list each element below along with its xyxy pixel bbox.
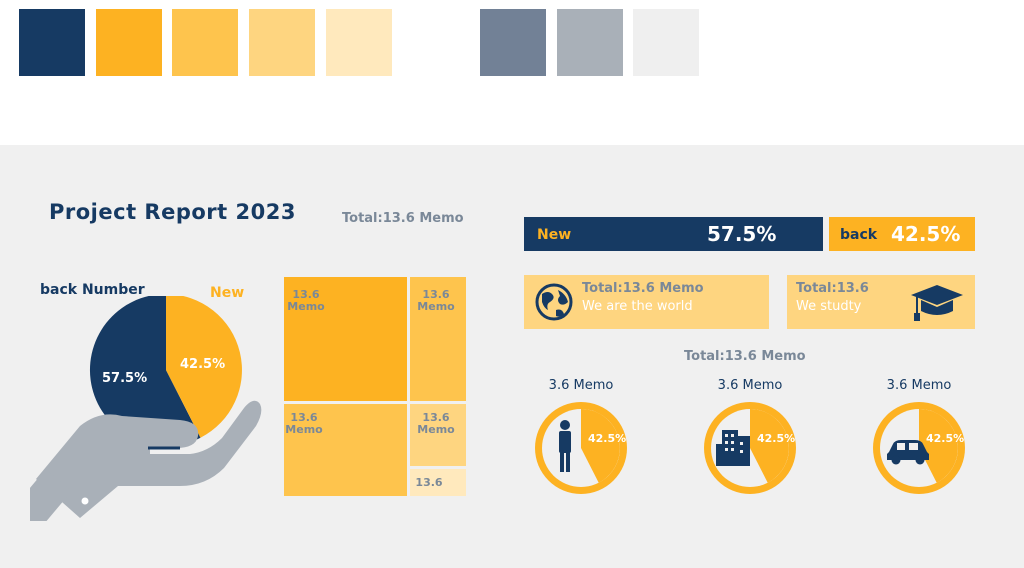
treemap-tile: 13.6 Memo: [284, 277, 407, 401]
tile-label: 13.6 Memo: [285, 411, 323, 436]
stat-wedge: [750, 409, 789, 483]
stat-circle-person: [535, 402, 627, 494]
bar-new-label: New: [537, 227, 572, 243]
bar-back-label: back: [840, 227, 878, 243]
total-memo-label: Total:13.6 Memo: [342, 211, 464, 226]
bar-new: New 57.5%: [524, 217, 823, 251]
report-title: Project Report 2023: [49, 200, 296, 224]
stat-wedge: [919, 409, 958, 483]
card-study: Total:13.6 We studty: [787, 275, 975, 329]
pie-slice-back: [90, 296, 201, 446]
stat-wedge: [581, 409, 620, 483]
tile-label: 13.6 Memo: [417, 288, 455, 313]
hand-icon: [30, 400, 262, 521]
card-study-title: Total:13.6: [796, 281, 869, 296]
car-icon: [887, 440, 929, 465]
stat-pct: 42.5%: [926, 432, 965, 445]
treemap-tile: 13.6 Memo: [410, 404, 466, 466]
bar-back: back 42.5%: [829, 217, 975, 251]
pie-pct-new: 42.5%: [180, 357, 226, 372]
treemap-tile: 13.6 Memo: [410, 277, 466, 401]
swatch-orange: [96, 9, 162, 76]
swatch-navy: [19, 9, 85, 76]
stat-circle-car: [873, 402, 965, 494]
stats-total-label: Total:13.6 Memo: [684, 349, 806, 364]
treemap-tile: 13.6: [410, 469, 466, 496]
globe-icon: [535, 283, 573, 321]
swatch-light-gray: [633, 9, 699, 76]
graduation-cap-icon: [911, 285, 963, 321]
swatch-cream: [326, 9, 392, 76]
tile-label: 13.6: [415, 476, 443, 489]
swatch-slate: [480, 9, 546, 76]
building-icon: [716, 430, 750, 466]
swatch-yellow: [172, 9, 238, 76]
cuff-button: [81, 497, 89, 505]
stat-label: 3.6 Memo: [548, 378, 614, 393]
stat-label: 3.6 Memo: [886, 378, 952, 393]
swatch-light-yellow: [249, 9, 315, 76]
stat-pct: 42.5%: [588, 432, 627, 445]
card-world-sub: We are the world: [582, 299, 693, 314]
pie-label-new: New: [210, 285, 245, 301]
bar-back-value: 42.5%: [891, 222, 961, 246]
card-study-sub: We studty: [796, 299, 862, 314]
stat-label: 3.6 Memo: [717, 378, 783, 393]
card-world: Total:13.6 Memo We are the world: [524, 275, 769, 329]
hand-pie-graphic: [30, 296, 262, 521]
bar-new-value: 57.5%: [707, 222, 777, 246]
swatch-gray: [557, 9, 623, 76]
pie-label-back: back Number: [40, 282, 145, 298]
tile-label: 13.6 Memo: [287, 288, 325, 313]
stat-pct: 42.5%: [757, 432, 796, 445]
tile-label: 13.6 Memo: [417, 411, 455, 436]
card-world-title: Total:13.6 Memo: [582, 281, 704, 296]
treemap-tile: 13.6 Memo: [284, 404, 407, 496]
pie-slice-new: [166, 296, 242, 438]
pie-chart: [90, 296, 242, 446]
person-icon: [559, 420, 571, 472]
pie-pct-back: 57.5%: [102, 371, 148, 386]
stat-circle-building: [704, 402, 796, 494]
